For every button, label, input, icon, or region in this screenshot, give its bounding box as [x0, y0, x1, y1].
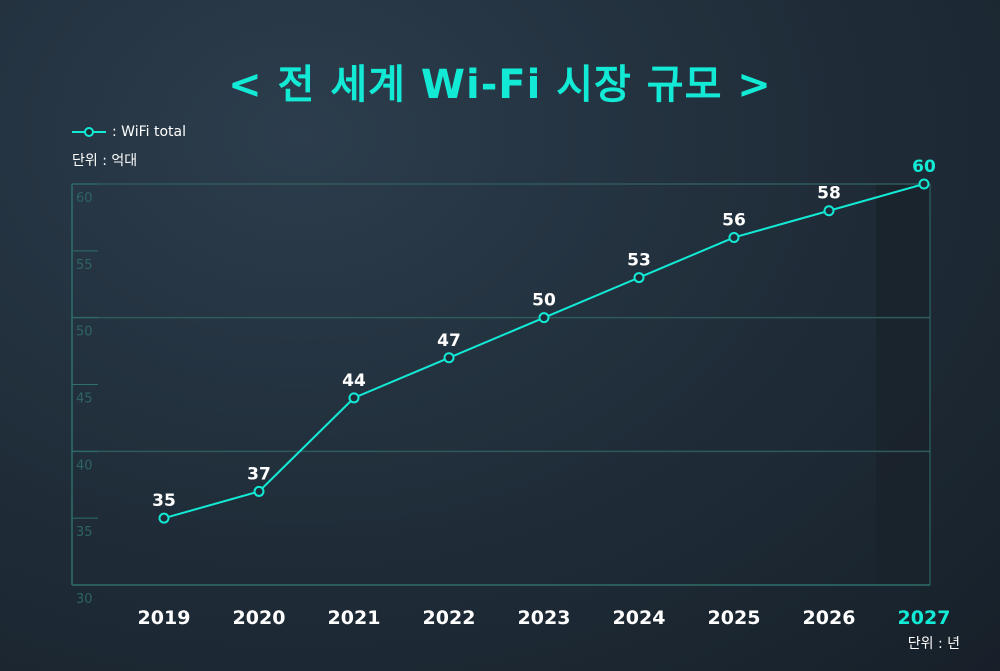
data-label: 37: [247, 464, 271, 484]
x-tick-label: 2020: [233, 607, 286, 629]
x-tick-label: 2025: [708, 607, 761, 629]
y-tick-label: 35: [76, 525, 93, 540]
data-point: [253, 485, 265, 497]
data-label: 53: [627, 251, 651, 271]
highlight-band: [876, 184, 930, 585]
data-label: 44: [342, 371, 366, 391]
y-axis-unit: 단위 : 억대: [72, 153, 138, 169]
data-label: 50: [532, 291, 556, 311]
y-tick-label: 40: [76, 458, 93, 473]
data-label: 58: [817, 184, 841, 204]
x-tick-label: 2023: [518, 607, 571, 629]
x-tick-label: 2026: [803, 607, 856, 629]
legend: : WiFi total: [72, 124, 186, 140]
chart-title: < 전 세계 Wi-Fi 시장 규모 >: [228, 62, 772, 108]
y-tick-label: 55: [76, 258, 93, 273]
data-point: [728, 231, 740, 243]
data-point: [158, 512, 170, 524]
data-label: 47: [437, 331, 461, 351]
data-label: 60: [912, 157, 936, 177]
data-label: 56: [722, 210, 746, 230]
data-point: [443, 352, 455, 364]
x-tick-label: 2022: [423, 607, 476, 629]
data-point: [823, 205, 835, 217]
x-tick-label: 2024: [613, 607, 666, 629]
data-label: 35: [152, 491, 176, 511]
legend-label: : WiFi total: [112, 124, 186, 140]
x-tick-label: 2027: [898, 607, 951, 629]
x-tick-label: 2021: [328, 607, 381, 629]
legend-line-marker-icon: [72, 127, 106, 137]
y-tick-label: 30: [76, 592, 93, 607]
x-tick-label: 2019: [138, 607, 191, 629]
data-point: [918, 178, 930, 190]
y-tick-label: 50: [76, 325, 93, 340]
series-line-wifi-total: [163, 183, 925, 520]
y-tick-label: 45: [76, 392, 93, 407]
y-tick-label: 60: [76, 191, 93, 206]
data-point: [538, 312, 550, 324]
x-axis-unit: 단위 : 년: [907, 636, 960, 652]
data-point: [633, 272, 645, 284]
data-point: [348, 392, 360, 404]
